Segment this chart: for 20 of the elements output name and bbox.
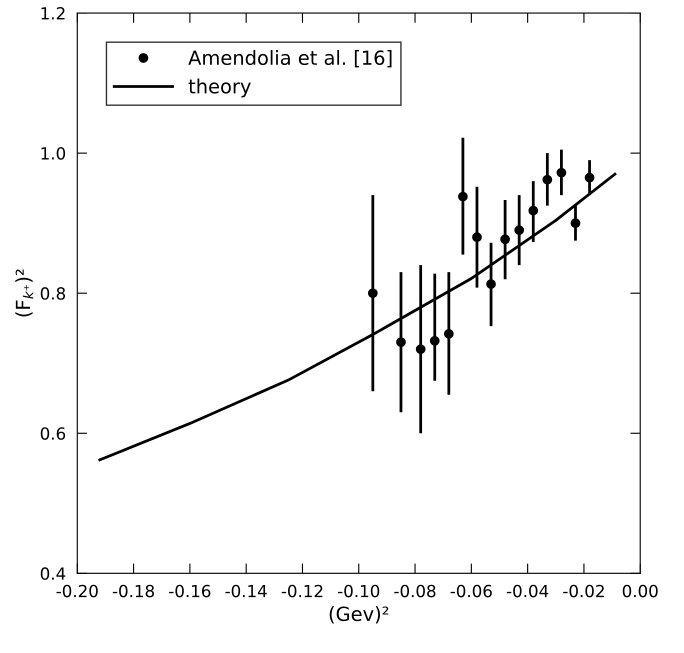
x-tick-label: -0.14 [225,584,267,598]
y-tick-label: 0.4 [40,567,66,580]
x-tick-label: -0.08 [394,584,436,598]
y-tick-label: 0.6 [40,427,66,440]
y-axis-title: (F$_{k⁺}$)² [15,269,34,317]
x-tick-label: -0.06 [450,584,492,598]
legend-label: theory [188,78,251,98]
x-tick-label: -0.10 [338,584,380,598]
y-tick-label: 1.0 [42,147,66,160]
x-tick-label: -0.20 [56,584,98,598]
x-tick-label: -0.16 [169,584,210,598]
x-tick-label: -0.04 [506,584,548,598]
y-tick-label: 1.2 [42,7,65,20]
x-axis-title: (Gev)² [330,606,388,624]
y-tick-label: 0.8 [40,287,66,300]
x-tick-label: -0.12 [282,584,322,598]
legend-label: Amendolia et al. [16] [188,50,392,68]
x-tick-label: 0.00 [622,584,658,598]
x-tick-label: -0.02 [563,584,604,598]
x-tick-label: -0.18 [112,584,154,598]
